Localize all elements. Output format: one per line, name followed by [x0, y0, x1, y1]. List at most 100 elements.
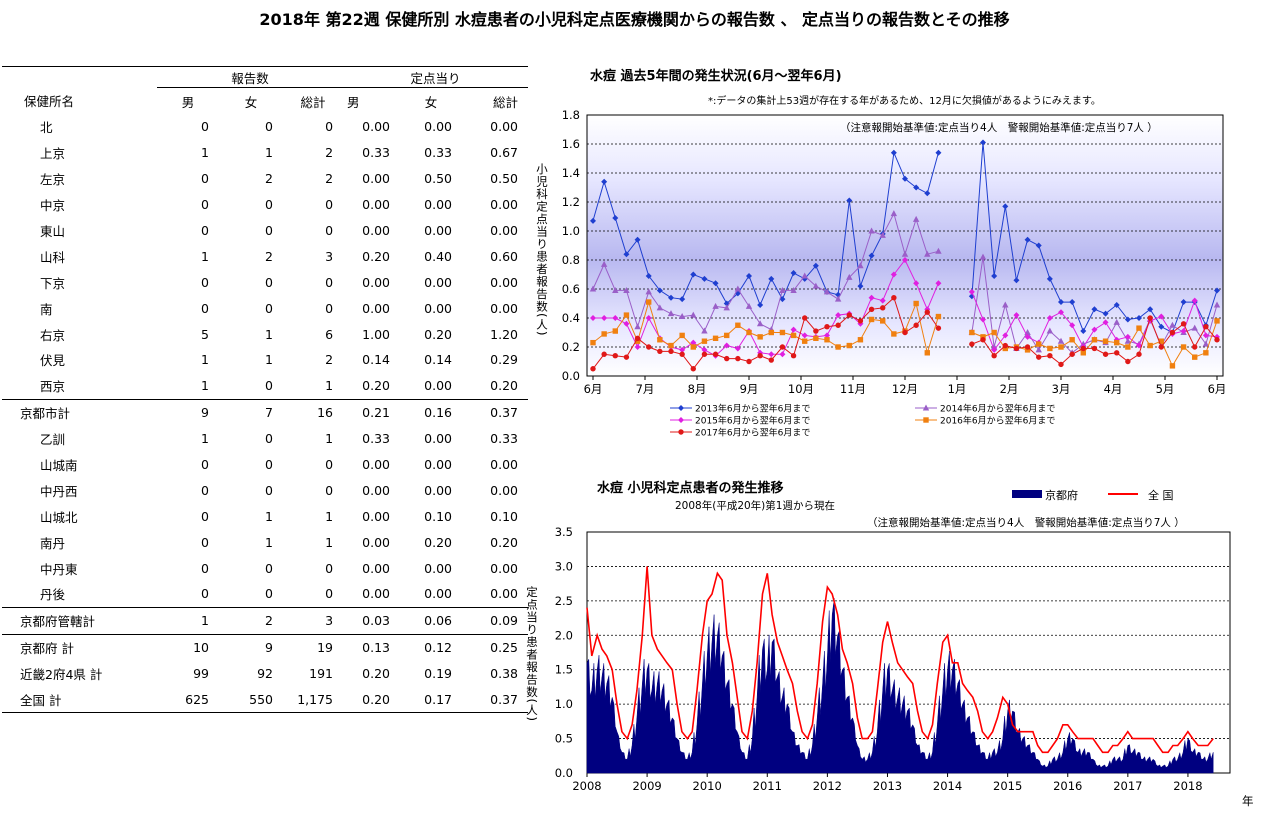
- data-point: [1124, 333, 1131, 340]
- row-cell: 0.20: [490, 378, 519, 394]
- data-point: [768, 357, 774, 363]
- table-row: 南丹 0 1 1 0.00 0.20 0.20: [2, 529, 528, 555]
- data-point: [600, 260, 608, 267]
- table-row: 下京 0 0 0 0.00 0.00 0.00: [2, 269, 528, 295]
- table-row: 中丹東 0 0 0 0.00 0.00 0.00: [2, 555, 528, 581]
- data-point: [1091, 306, 1098, 313]
- data-point: [1035, 346, 1042, 353]
- data-point: [980, 334, 986, 340]
- data-point: [690, 366, 696, 372]
- row-cell: 0.00: [362, 482, 391, 498]
- data-point: [1147, 342, 1153, 349]
- row-cell: 0: [325, 197, 334, 213]
- row-cell: 0.00: [424, 197, 453, 213]
- data-point: [779, 351, 786, 358]
- row-cell: 6: [325, 326, 334, 342]
- data-point: [601, 331, 607, 337]
- row-cell: 0.00: [490, 197, 519, 213]
- data-point: [1124, 316, 1131, 323]
- row-cell: 0: [201, 274, 209, 290]
- data-point: [1091, 326, 1098, 333]
- data-point: [991, 272, 998, 279]
- legend-label: 2013年6月から翌年6月まで: [695, 403, 810, 415]
- x-tick-label: 12月: [892, 382, 918, 396]
- data-point: [1102, 351, 1109, 357]
- y-tick-label: 1.0: [562, 224, 580, 238]
- data-point: [1136, 325, 1142, 331]
- data-point: [1214, 318, 1220, 324]
- data-point: [1002, 345, 1008, 352]
- threshold-note: （注意報開始基準値:定点当り4人 警報開始基準値:定点当り7人 ）: [867, 516, 1185, 529]
- data-point: [712, 335, 719, 341]
- data-point: [757, 301, 764, 308]
- legend-label: 2017年6月から翌年6月まで: [695, 427, 810, 439]
- row-cell: 0.20: [424, 326, 453, 342]
- row-cell: 0: [265, 274, 273, 290]
- row-name: 中丹西: [40, 483, 78, 499]
- row-cell: 0: [325, 274, 334, 290]
- data-point: [712, 351, 719, 357]
- row-cell: 191: [309, 666, 334, 682]
- row-cell: 0: [325, 560, 334, 576]
- chart-subtitle: 2008年(平成20年)第1週から現在: [675, 499, 835, 512]
- row-cell: 19: [283, 633, 344, 661]
- row-name: 全国 計: [2, 686, 157, 714]
- row-name: 西京: [40, 379, 66, 395]
- row-cell: 0.50: [424, 171, 453, 187]
- data-point: [1102, 319, 1109, 326]
- y-tick-label: 0.8: [562, 253, 580, 267]
- row-name: 上京: [40, 146, 66, 162]
- data-point: [690, 339, 697, 346]
- row-cell: 0: [201, 223, 209, 238]
- row-cell: 99: [193, 666, 209, 682]
- data-point: [857, 262, 864, 269]
- data-point: [712, 302, 719, 309]
- chart-note: *:データの集計上53週が存在する年があるため、12月に欠損値があるようにみえま…: [708, 94, 1101, 107]
- x-tick-label: 10月: [788, 382, 814, 396]
- x-tick-label: 4月: [1104, 382, 1123, 396]
- data-point: [1214, 287, 1220, 294]
- data-point: [746, 272, 752, 279]
- row-cell: 0.00: [490, 300, 519, 316]
- row-cell: 10: [157, 633, 219, 661]
- data-point: [612, 286, 619, 293]
- data-point: [634, 323, 641, 330]
- data-point: [834, 295, 842, 302]
- group-header-reports: 報告数: [157, 66, 344, 88]
- trend-chart: 水痘 小児科定点患者の発生推移 2008年(平成20年)第1週から現在 （注意報開始…: [525, 480, 1254, 808]
- row-cell: 0: [201, 586, 209, 602]
- data-point: [690, 311, 697, 318]
- row-cell: 0.20: [424, 534, 453, 550]
- data-point: [1058, 299, 1064, 306]
- data-point: [1158, 313, 1165, 320]
- col-header-male: 男: [181, 94, 195, 110]
- stats-table: 報告数 定点当り 保健所名 男 女 総計 男 女 総計 北 0 0 0 0.00 0.00…: [2, 66, 529, 714]
- row-cell: 0.00: [490, 482, 519, 498]
- row-cell: 0.00: [362, 534, 391, 550]
- row-cell: 0: [201, 482, 209, 498]
- data-point: [868, 306, 875, 312]
- data-point: [690, 271, 697, 278]
- row-cell: 0.00: [362, 560, 391, 576]
- row-cell: 3: [283, 606, 344, 635]
- data-point: [1036, 341, 1042, 347]
- data-point: [1169, 363, 1176, 369]
- col-header-female: 女: [244, 94, 258, 110]
- data-point: [912, 215, 920, 222]
- row-cell: 0.00: [490, 223, 519, 238]
- x-tick-label: 2017: [1113, 779, 1142, 793]
- table-row: 中丹西 0 0 0 0.00 0.00 0.00: [2, 477, 528, 503]
- row-cell: 3: [325, 248, 334, 264]
- data-point: [1125, 358, 1131, 365]
- y-tick-label: 0.6: [562, 282, 580, 296]
- row-cell: 0.37: [462, 686, 529, 714]
- data-point: [846, 312, 852, 318]
- row-cell: 2: [325, 352, 334, 368]
- data-point: [935, 313, 942, 320]
- legend-marker: [678, 405, 684, 411]
- row-cell: 0.09: [462, 606, 529, 635]
- data-point: [1069, 351, 1075, 357]
- x-tick-label: 11月: [840, 382, 866, 396]
- data-point: [824, 337, 830, 343]
- data-point: [1114, 350, 1120, 356]
